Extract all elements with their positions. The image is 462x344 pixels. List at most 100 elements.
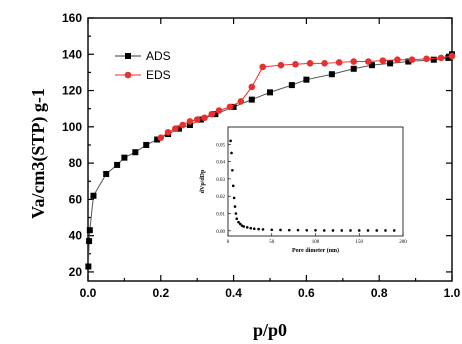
inset-data-point xyxy=(235,217,239,220)
inset-x-tick-label: 0 xyxy=(227,240,230,245)
data-point xyxy=(292,60,299,68)
inset-data-point xyxy=(270,228,274,232)
inset-y-tick-label: 0.03 xyxy=(216,178,225,183)
data-point xyxy=(321,60,328,67)
data-point xyxy=(248,83,256,91)
legend-label: ADS xyxy=(146,49,171,63)
data-point xyxy=(448,52,456,60)
inset-x-tick-label: 50 xyxy=(269,240,275,245)
data-point xyxy=(379,57,387,64)
inset-data-point xyxy=(279,228,282,232)
data-point xyxy=(423,55,430,63)
inset-data-point xyxy=(340,229,344,232)
inset-data-point xyxy=(287,228,291,232)
x-tick-label: 0.8 xyxy=(371,286,388,300)
data-point xyxy=(85,263,92,270)
y-tick-label: 40 xyxy=(69,229,83,243)
inset-data-point xyxy=(233,205,237,208)
series-line xyxy=(87,53,453,267)
y-tick-label: 20 xyxy=(69,265,83,279)
data-point xyxy=(230,103,237,110)
data-point xyxy=(394,56,401,64)
data-point xyxy=(114,161,121,168)
inset-data-point xyxy=(238,222,242,226)
inset-data-point xyxy=(357,229,361,232)
data-point xyxy=(215,107,223,114)
data-point xyxy=(193,116,201,123)
data-point xyxy=(437,54,445,62)
data-point xyxy=(303,76,310,83)
data-point xyxy=(364,58,372,65)
data-point xyxy=(387,60,394,67)
data-point xyxy=(408,56,416,64)
series-line xyxy=(160,55,453,139)
data-point xyxy=(405,58,412,65)
data-point xyxy=(121,154,128,161)
x-tick-label: 0.0 xyxy=(80,286,97,300)
x-tick-label: 0.6 xyxy=(298,286,315,300)
inset-y-tick-label: 0.02 xyxy=(216,195,225,200)
data-point xyxy=(179,121,186,129)
data-point xyxy=(328,71,335,78)
inset-data-point xyxy=(257,227,260,231)
data-point xyxy=(103,170,110,177)
inset-data-point xyxy=(331,229,335,232)
data-point xyxy=(368,62,375,69)
inset-data-point xyxy=(322,229,326,232)
inset-data-point xyxy=(296,228,300,232)
x-axis-title: p/p0 xyxy=(253,320,287,340)
data-point xyxy=(172,125,179,132)
inset-x-tick-label: 100 xyxy=(312,240,320,245)
inset-data-point xyxy=(375,229,379,232)
data-point xyxy=(90,192,97,199)
inset-x-tick-label: 150 xyxy=(356,240,364,245)
legend: ADS EDS xyxy=(115,49,171,82)
inset-data-point xyxy=(384,229,387,232)
data-point xyxy=(335,59,343,66)
y-tick-label: 140 xyxy=(62,47,82,61)
data-point xyxy=(157,134,165,142)
x-tick-label: 1.0 xyxy=(444,286,461,300)
data-point xyxy=(86,227,93,234)
data-point xyxy=(86,238,93,245)
x-tick-label: 0.4 xyxy=(225,286,242,300)
x-tick-label: 0.2 xyxy=(152,286,169,300)
data-point xyxy=(226,103,234,111)
inset-y-tick-label: 0.05 xyxy=(216,143,225,148)
inset-data-point xyxy=(231,168,234,172)
data-point xyxy=(430,56,437,63)
data-point xyxy=(186,118,194,125)
data-point xyxy=(350,65,357,72)
inset-y-axis-title: dVp/dDp xyxy=(200,169,206,193)
inset-data-point xyxy=(231,184,235,188)
y-tick-label: 60 xyxy=(69,192,83,206)
inset-data-point xyxy=(245,226,249,229)
data-point xyxy=(350,58,358,65)
inset-data-point xyxy=(234,212,238,215)
inset-data-point xyxy=(366,229,370,232)
data-point xyxy=(267,89,273,96)
inset-data-point xyxy=(237,220,240,224)
legend-label: EDS xyxy=(146,68,171,82)
inset-data-point xyxy=(249,226,253,230)
data-point xyxy=(237,98,245,105)
inset-y-tick-label: 0.00 xyxy=(216,230,225,235)
data-point xyxy=(277,61,285,69)
data-point xyxy=(201,114,208,122)
inset-data-point xyxy=(229,139,232,143)
y-tick-label: 80 xyxy=(69,156,83,170)
inset-data-point xyxy=(392,229,396,232)
data-point xyxy=(288,82,295,89)
inset-data-point xyxy=(261,228,265,231)
data-point xyxy=(176,125,182,132)
data-point xyxy=(186,122,193,129)
inset-data-point xyxy=(305,228,309,232)
legend-marker xyxy=(124,71,132,79)
inset-chart: 0 50 100 150 200 0.00 0.01 0.02 0.03 0.04 0.05 Pore… xyxy=(200,126,407,254)
inset-y-tick-label: 0.04 xyxy=(216,161,225,166)
data-point xyxy=(197,116,204,123)
inset-y-tick-label: 0.01 xyxy=(216,213,225,218)
data-point xyxy=(248,96,255,103)
y-tick-label: 120 xyxy=(62,84,82,98)
legend-marker xyxy=(125,53,131,59)
